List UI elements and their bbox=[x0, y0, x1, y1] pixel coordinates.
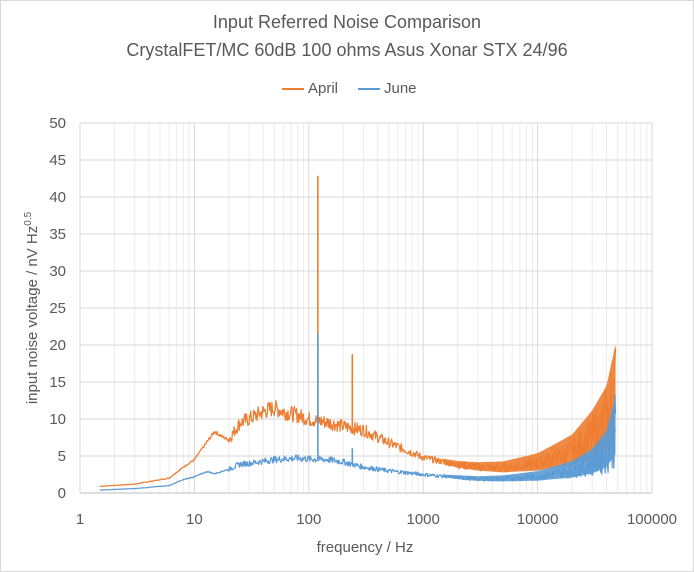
data-point bbox=[239, 422, 241, 424]
legend-label-june: June bbox=[384, 80, 417, 97]
data-point bbox=[351, 354, 353, 356]
y-axis-label-main: input noise voltage / nV Hz bbox=[24, 226, 41, 404]
data-point bbox=[206, 470, 209, 473]
data-point bbox=[388, 442, 390, 444]
data-point bbox=[182, 466, 184, 468]
data-point bbox=[213, 430, 216, 433]
data-point bbox=[457, 476, 459, 479]
data-point bbox=[248, 418, 250, 420]
y-tick-label: 5 bbox=[58, 448, 66, 465]
y-tick-label: 30 bbox=[49, 263, 66, 280]
x-tick-label: 1 bbox=[76, 511, 84, 528]
y-axis-label-superscript: 0.5 bbox=[23, 211, 34, 225]
data-point bbox=[502, 467, 504, 469]
data-point bbox=[99, 489, 101, 491]
x-tick-label: 1000 bbox=[407, 511, 440, 528]
data-point bbox=[477, 466, 479, 468]
y-tick-labels: 0 5 10 15 20 25 30 35 40 45 50 bbox=[49, 115, 66, 502]
data-point bbox=[477, 478, 479, 480]
data-point bbox=[262, 460, 264, 462]
data-point bbox=[328, 422, 330, 424]
data-point bbox=[228, 468, 230, 470]
data-point bbox=[193, 476, 195, 478]
data-point bbox=[273, 407, 275, 409]
data-point bbox=[614, 429, 617, 431]
data-point bbox=[605, 422, 608, 424]
data-point bbox=[605, 451, 608, 453]
data-point bbox=[317, 333, 319, 335]
data-point bbox=[168, 485, 170, 487]
data-point bbox=[457, 464, 459, 466]
data-point bbox=[571, 451, 573, 453]
data-point bbox=[182, 479, 184, 481]
y-tick-label: 20 bbox=[49, 337, 66, 354]
data-point bbox=[571, 470, 573, 472]
x-tick-label: 10000 bbox=[517, 511, 559, 528]
y-tick-label: 0 bbox=[58, 485, 66, 502]
data-point bbox=[502, 478, 504, 480]
legend-swatch-april bbox=[282, 87, 304, 90]
data-point bbox=[537, 476, 539, 478]
data-point bbox=[591, 462, 593, 464]
data-point bbox=[133, 483, 136, 485]
data-point bbox=[342, 461, 344, 463]
data-point bbox=[422, 456, 424, 459]
x-tick-label: 10 bbox=[186, 511, 203, 528]
data-point bbox=[282, 458, 285, 460]
data-point bbox=[133, 487, 136, 490]
y-tick-label: 15 bbox=[49, 374, 66, 391]
data-point bbox=[213, 473, 216, 475]
data-point bbox=[362, 466, 364, 468]
y-tick-label: 35 bbox=[49, 226, 66, 243]
data-point bbox=[262, 411, 264, 413]
data-point bbox=[591, 436, 593, 439]
y-tick-label: 50 bbox=[49, 115, 66, 132]
x-tick-labels: 1 10 100 1000 10000 100000 bbox=[76, 511, 677, 528]
y-axis-label: input noise voltage / nV Hz0.5 bbox=[23, 211, 41, 404]
x-tick-label: 100 bbox=[296, 511, 321, 528]
data-point bbox=[223, 436, 225, 439]
y-tick-label: 10 bbox=[49, 411, 66, 428]
data-point bbox=[328, 459, 330, 461]
data-point bbox=[351, 448, 353, 450]
data-point bbox=[342, 425, 344, 427]
data-point bbox=[206, 440, 209, 442]
legend: April June bbox=[0, 80, 694, 100]
data-point bbox=[422, 473, 424, 476]
data-point bbox=[228, 439, 230, 441]
y-tick-label: 40 bbox=[49, 189, 66, 206]
series-band bbox=[443, 343, 616, 473]
y-tick-label: 45 bbox=[49, 152, 66, 169]
legend-item-april: April bbox=[282, 80, 338, 97]
y-tick-label: 25 bbox=[49, 300, 66, 317]
series-layer bbox=[99, 175, 617, 491]
x-tick-label: 100000 bbox=[627, 511, 677, 528]
legend-label-april: April bbox=[308, 80, 339, 97]
data-point bbox=[362, 429, 364, 431]
series-june bbox=[99, 333, 617, 491]
data-point bbox=[193, 459, 195, 461]
chart-title: Input Referred Noise Comparison bbox=[212, 12, 482, 32]
data-point bbox=[273, 459, 275, 461]
legend-swatch-june bbox=[358, 87, 380, 90]
data-point bbox=[239, 463, 241, 465]
data-point bbox=[388, 470, 390, 472]
data-point bbox=[308, 418, 310, 420]
data-point bbox=[99, 485, 101, 487]
x-axis-label: frequency / Hz bbox=[317, 539, 414, 556]
data-point bbox=[317, 175, 319, 177]
legend-item-june: June bbox=[358, 80, 417, 97]
data-point bbox=[282, 411, 285, 413]
data-point bbox=[297, 414, 299, 416]
data-point bbox=[223, 470, 225, 472]
chart-subtitle: CrystalFET/MC 60dB 100 ohms Asus Xonar S… bbox=[126, 40, 568, 60]
data-point bbox=[248, 462, 250, 464]
data-point bbox=[297, 457, 299, 459]
data-point bbox=[168, 477, 170, 479]
data-point bbox=[537, 462, 539, 464]
gridlines bbox=[79, 122, 653, 494]
data-point bbox=[308, 458, 310, 460]
